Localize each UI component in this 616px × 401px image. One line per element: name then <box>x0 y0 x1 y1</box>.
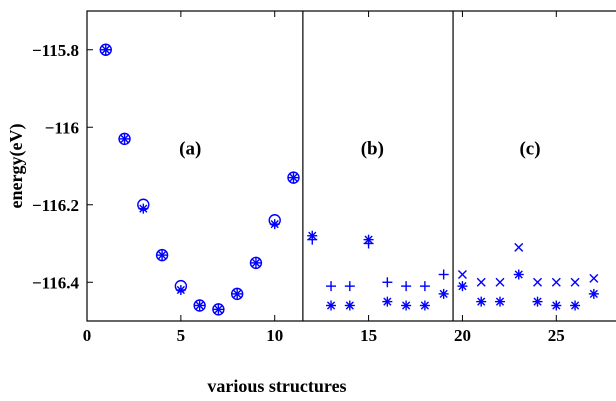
plus-marker <box>382 277 393 288</box>
asterisk-marker <box>401 300 412 311</box>
circle-marker <box>212 303 225 316</box>
x-marker <box>514 242 524 252</box>
asterisk-marker <box>513 269 524 280</box>
x-tick-label: 25 <box>548 326 565 345</box>
y-axis-title: energy(eV) <box>6 124 27 209</box>
x-tick-label: 5 <box>177 326 186 345</box>
circle-marker <box>230 287 244 301</box>
x-tick-label: 20 <box>454 326 471 345</box>
asterisk-marker <box>194 300 205 311</box>
plus-marker <box>419 281 430 292</box>
asterisk-marker <box>382 296 393 307</box>
plus-marker <box>344 281 355 292</box>
panel-label-1: (a) <box>179 138 201 159</box>
x-axis-title: various structures <box>207 376 346 396</box>
x-marker <box>476 277 486 287</box>
asterisk-marker <box>532 296 543 307</box>
asterisk-marker <box>213 304 224 315</box>
asterisk-marker <box>157 250 168 261</box>
circle-marker <box>287 171 300 184</box>
asterisk-marker <box>288 172 299 183</box>
x-tick-label: 10 <box>266 326 283 345</box>
panel-label-2: (b) <box>361 138 384 159</box>
x-marker <box>457 270 467 279</box>
circle-marker <box>193 299 206 312</box>
y-tick-label: −115.8 <box>32 41 79 60</box>
x-marker <box>570 277 580 287</box>
data-points-group <box>99 43 599 316</box>
asterisk-marker <box>457 281 468 292</box>
asterisk-marker <box>269 219 280 230</box>
plus-marker <box>326 281 337 292</box>
y-tick-label: −116.2 <box>32 196 79 215</box>
asterisk-marker <box>138 203 149 214</box>
plus-marker <box>401 281 412 292</box>
asterisk-marker <box>232 288 243 299</box>
asterisk-marker <box>250 257 261 268</box>
circle-marker <box>155 248 169 262</box>
asterisk-marker <box>494 296 505 307</box>
asterisk-marker <box>419 300 430 311</box>
x-tick-label: 0 <box>83 326 92 345</box>
asterisk-marker <box>363 234 374 245</box>
circle-marker <box>118 132 131 146</box>
y-tick-label: −116 <box>45 118 79 137</box>
x-marker <box>589 273 599 283</box>
x-marker <box>495 277 505 287</box>
asterisk-marker <box>307 230 318 241</box>
x-tick-label: 15 <box>360 326 377 345</box>
chart-labels-group: 0 5 10 15 20 25 −115.8 −116 −116.2 −116.4 various … <box>6 41 565 396</box>
x-marker <box>551 277 561 287</box>
plot-frame-group <box>86 10 616 322</box>
asterisk-marker <box>570 300 581 311</box>
y-tick-label: −116.4 <box>32 273 79 292</box>
x-marker <box>533 277 543 287</box>
asterisk-marker <box>175 285 186 295</box>
asterisk-marker <box>344 300 355 311</box>
asterisk-marker <box>326 300 337 311</box>
asterisk-marker <box>119 133 130 144</box>
asterisk-marker <box>438 288 449 299</box>
asterisk-marker <box>551 300 562 311</box>
plus-marker <box>438 269 449 280</box>
asterisk-marker <box>100 44 111 55</box>
asterisk-marker <box>588 288 599 299</box>
panel-label-3: (c) <box>519 138 540 159</box>
circle-marker <box>249 256 263 270</box>
circle-marker <box>99 43 112 56</box>
plot-frame <box>86 10 616 322</box>
asterisk-marker <box>476 296 487 307</box>
